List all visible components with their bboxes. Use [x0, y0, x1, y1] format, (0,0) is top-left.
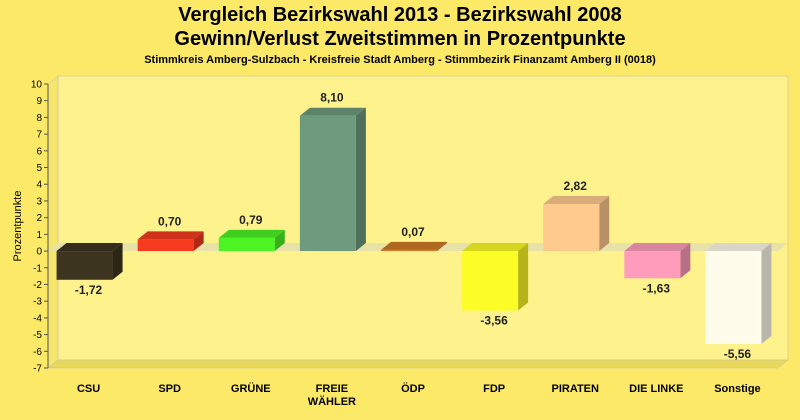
bar-side [437, 241, 447, 252]
bar-top [137, 231, 204, 240]
y-tick-label: 7 [36, 130, 42, 141]
bar-value-label: 8,10 [320, 91, 344, 105]
bar-side [193, 231, 204, 252]
bar-top [462, 243, 529, 252]
bar-value-label: -1,72 [75, 283, 103, 297]
bar-value-label: -1,63 [643, 281, 671, 295]
chart-title: Vergleich Bezirkswahl 2013 - Bezirkswahl… [178, 4, 622, 26]
bar-side [274, 229, 285, 252]
y-tick-label: 2 [36, 213, 42, 224]
bar-side [680, 243, 691, 279]
bar-front [462, 251, 519, 311]
y-tick-label: 10 [31, 80, 43, 91]
y-axis-label: Prozentpunkte [12, 191, 24, 262]
y-tick-label: 5 [36, 163, 42, 174]
x-tick-label: PIRATEN [551, 383, 599, 395]
x-tick-label: FDP [483, 383, 505, 395]
x-tick-label: ÖDP [401, 382, 425, 395]
bar-front [137, 239, 194, 252]
y-tick-label: -3 [33, 297, 42, 308]
bar-top [56, 243, 123, 252]
y-tick-label: -7 [33, 364, 42, 375]
plot-floor [47, 359, 789, 369]
y-tick-label: 6 [36, 146, 42, 157]
bar-top [543, 195, 610, 204]
y-tick-label: -6 [33, 347, 42, 358]
bar-value-label: 0,79 [239, 213, 263, 227]
bar-front [218, 237, 275, 252]
bar-value-label: 0,70 [158, 214, 182, 228]
y-tick-label: 8 [36, 113, 42, 124]
bar-front [56, 251, 113, 280]
bar-value-label: -5,56 [724, 347, 752, 361]
y-tick-label: -1 [33, 263, 42, 274]
y-tick-label: -4 [33, 313, 42, 324]
bar-side [761, 243, 772, 344]
bar [381, 241, 447, 252]
bar [705, 243, 772, 344]
bar-value-label: 2,82 [564, 179, 588, 193]
bar-top [218, 229, 285, 238]
bar-front [705, 251, 762, 344]
chart-subtitle: Gewinn/Verlust Zweitstimmen in Prozentpu… [174, 28, 626, 50]
bar [56, 243, 123, 280]
bar-side [518, 243, 529, 311]
bar-front [543, 203, 600, 252]
x-tick-label: DIE LINKE [629, 383, 683, 395]
bar [462, 243, 529, 311]
bar-value-label: 0,07 [401, 225, 425, 239]
y-tick-label: 4 [36, 180, 42, 191]
bar-top [381, 241, 447, 250]
bar [299, 107, 366, 252]
x-tick-label: SPD [158, 383, 181, 395]
bar-front [299, 115, 356, 252]
y-tick-label: 0 [36, 247, 42, 258]
bar-front [624, 251, 681, 279]
y-tick-label: 1 [36, 230, 42, 241]
y-tick-label: -5 [33, 330, 42, 341]
bar [624, 243, 691, 279]
bar-side [112, 243, 123, 280]
x-tick-label: FREIE [316, 383, 348, 395]
x-tick-label: CSU [77, 383, 100, 395]
bar-top [299, 107, 366, 116]
bar-side [355, 107, 366, 252]
bar-front [381, 249, 437, 252]
y-tick-label: -2 [33, 280, 42, 291]
bar-top [624, 243, 691, 252]
x-tick-label: GRÜNE [231, 382, 271, 395]
x-tick-label: WÄHLER [308, 395, 356, 408]
bar [543, 195, 610, 252]
bar [137, 231, 204, 252]
bar-side [599, 195, 610, 252]
plot-left-wall [47, 75, 59, 369]
bar-top [705, 243, 772, 252]
bars: -1,72 0,70 0,79 8,10 0,07 -3,56 2,82 -1,63 -5,56 [56, 91, 772, 361]
y-tick-label: 9 [36, 96, 42, 107]
x-tick-label: Sonstige [714, 383, 760, 395]
bar-value-label: -3,56 [480, 314, 508, 328]
chart-caption: Stimmkreis Amberg-Sulzbach - Kreisfreie … [144, 54, 656, 66]
bar [218, 229, 285, 252]
y-tick-label: 3 [36, 196, 42, 207]
